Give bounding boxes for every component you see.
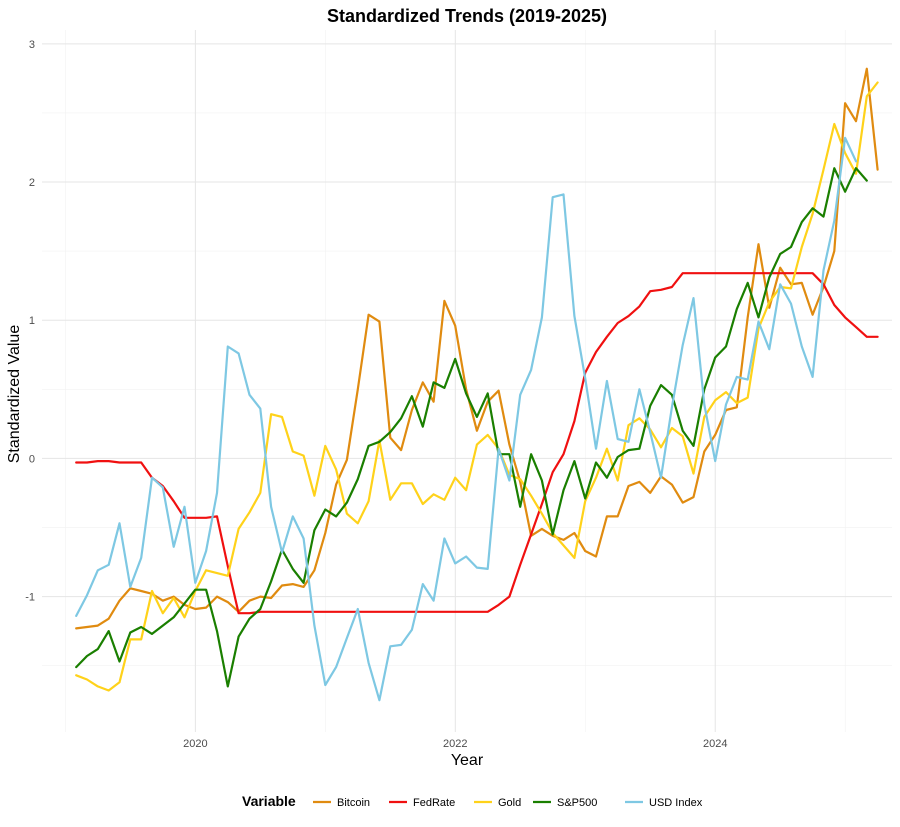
series-line-bitcoin <box>75 67 879 630</box>
y-tick-label: 1 <box>29 315 35 327</box>
legend-label-gold: Gold <box>498 797 521 809</box>
y-tick-label: 0 <box>29 453 35 465</box>
x-tick-label: 2022 <box>443 738 467 750</box>
legend-label-usd-index: USD Index <box>649 797 703 809</box>
x-axis-tick-labels: 2020 2022 2024 <box>183 738 727 750</box>
legend-label-s-p500: S&P500 <box>557 797 597 809</box>
x-tick-label: 2020 <box>183 738 207 750</box>
grid <box>42 30 892 732</box>
legend-label-fedrate: FedRate <box>413 797 455 809</box>
legend: Variable Bitcoin FedRate Gold S&P500 USD Ind… <box>242 793 703 809</box>
y-tick-label: 3 <box>29 39 35 51</box>
series-line-usd-index <box>75 136 858 702</box>
legend-item-usd-index: USD Index <box>625 797 703 809</box>
series-line-s-p500 <box>75 167 868 688</box>
series-lines <box>75 67 879 702</box>
legend-item-gold: Gold <box>474 797 521 809</box>
y-axis-title: Standardized Value <box>6 325 23 464</box>
y-tick-label: 2 <box>29 177 35 189</box>
legend-item-s-p500: S&P500 <box>533 797 597 809</box>
chart-title: Standardized Trends (2019-2025) <box>327 6 607 26</box>
legend-title: Variable <box>242 793 296 809</box>
y-tick-label: -1 <box>25 592 35 604</box>
x-tick-label: 2024 <box>703 738 727 750</box>
y-axis-tick-labels: -1 0 1 2 3 <box>25 39 35 604</box>
series-line-fedrate <box>75 272 879 615</box>
legend-item-fedrate: FedRate <box>389 797 455 809</box>
x-axis-title: Year <box>451 752 484 769</box>
legend-label-bitcoin: Bitcoin <box>337 797 370 809</box>
legend-item-bitcoin: Bitcoin <box>313 797 370 809</box>
series-line-gold <box>75 81 879 692</box>
